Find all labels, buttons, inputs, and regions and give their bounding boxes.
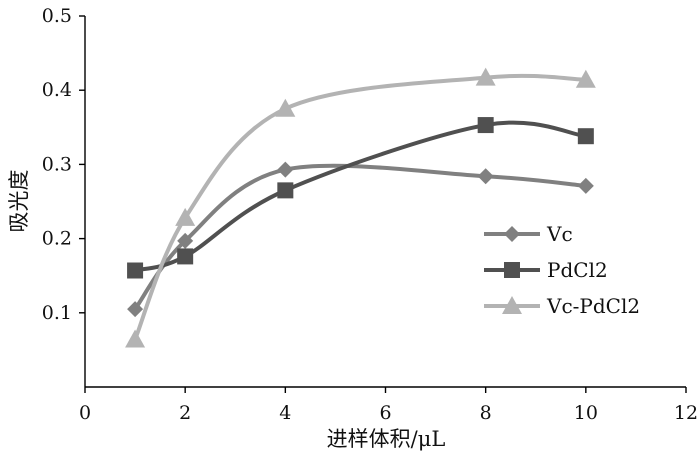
- tick-labels: 0 2 4 6 8 10 12 0.1 0.2 0.3 0.4 0.5: [42, 5, 698, 424]
- data-point-vc-pdcl2: [475, 67, 496, 86]
- series-layer: [125, 67, 596, 348]
- y-tick-label: 0.4: [42, 79, 72, 101]
- legend-label: Vc-PdCl2: [546, 294, 640, 318]
- x-tick-label: 12: [674, 402, 698, 424]
- y-tick-label: 0.5: [42, 5, 72, 27]
- x-tick-label: 4: [279, 402, 291, 424]
- tick-marks: [79, 15, 687, 393]
- data-point-pdcl2: [277, 182, 294, 199]
- data-point-vc: [577, 177, 594, 194]
- x-tick-label: 0: [79, 402, 91, 424]
- y-axis-title: 吸光度: [7, 170, 31, 233]
- data-point-vc: [277, 161, 294, 178]
- data-point-vc: [127, 301, 144, 318]
- series-line-pdcl2: [133, 120, 588, 273]
- data-point-vc: [477, 168, 494, 185]
- series-line-vc: [133, 163, 588, 312]
- x-tick-label: 10: [574, 402, 598, 424]
- legend-label: PdCl2: [547, 258, 608, 282]
- data-point-vc: [177, 232, 194, 249]
- x-tick-label: 2: [179, 402, 191, 424]
- data-point-vc-pdcl2: [575, 69, 596, 88]
- x-axis-title: 进样体积/μL: [327, 427, 446, 451]
- legend-item-vc: Vc: [484, 222, 573, 246]
- data-point-pdcl2: [177, 248, 194, 265]
- data-point-pdcl2: [477, 117, 494, 134]
- legend-swatch-marker: [504, 262, 520, 278]
- legend-swatch-marker: [502, 296, 522, 314]
- data-point-vc-pdcl2: [175, 207, 196, 226]
- legend-item-vc-pdcl2: Vc-PdCl2: [484, 294, 640, 318]
- data-point-pdcl2: [127, 262, 144, 279]
- x-tick-label: 8: [480, 402, 492, 424]
- series-line-vc-pdcl2: [133, 73, 588, 342]
- axes: [84, 16, 686, 388]
- data-point-vc-pdcl2: [125, 329, 146, 348]
- data-point-pdcl2: [577, 128, 594, 145]
- series-vc-pdcl2: [125, 67, 596, 348]
- data-point-vc-pdcl2: [275, 98, 296, 117]
- y-tick-label: 0.2: [42, 228, 72, 250]
- y-tick-label: 0.1: [42, 302, 72, 324]
- legend: Vc PdCl2 Vc-PdCl2: [484, 222, 640, 318]
- series-vc: [127, 161, 594, 318]
- legend-swatch-marker: [504, 226, 520, 242]
- x-tick-label: 6: [379, 402, 391, 424]
- y-tick-label: 0.3: [42, 153, 72, 175]
- legend-label: Vc: [546, 222, 573, 246]
- legend-item-pdcl2: PdCl2: [484, 258, 608, 282]
- series-pdcl2: [127, 117, 594, 279]
